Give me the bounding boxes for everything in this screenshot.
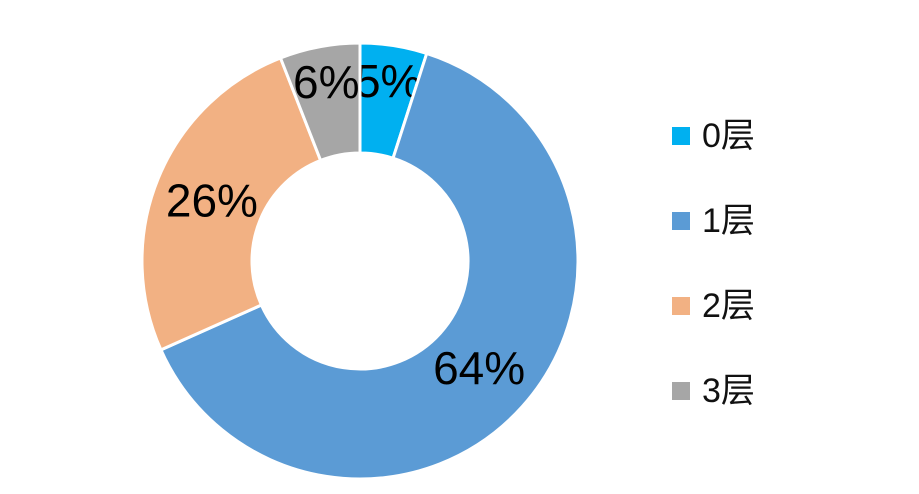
legend-color-swatch [672,297,690,315]
chart-legend: 0层 1层 2层 3层 [672,118,755,409]
slice-label-3: 6% [293,56,359,108]
legend-item-1: 1层 [672,203,755,239]
slice-label-1: 64% [433,342,525,394]
donut-slice-1 [158,51,580,481]
legend-label: 2层 [702,287,755,325]
slice-label-2: 26% [166,174,258,226]
donut-slice-2 [140,56,323,352]
legend-color-swatch [672,382,690,400]
legend-item-0: 0层 [672,118,755,154]
legend-color-swatch [672,127,690,145]
legend-item-2: 2层 [672,288,755,324]
legend-label: 0层 [702,117,755,155]
legend-label: 3层 [702,372,755,410]
legend-label: 1层 [702,202,755,240]
slice-label-0: 5% [355,55,421,107]
donut-slice-3 [278,41,362,163]
legend-color-swatch [672,212,690,230]
legend-item-3: 3层 [672,373,755,409]
